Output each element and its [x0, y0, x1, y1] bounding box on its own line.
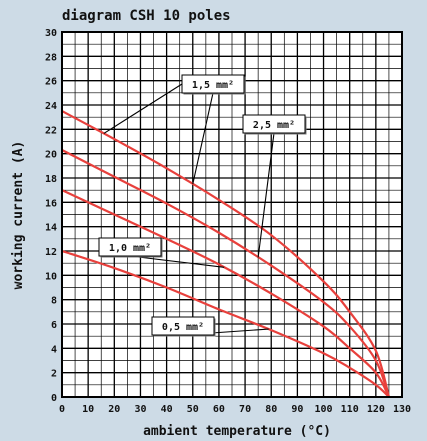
annotation-label: 2,5 mm²	[253, 120, 295, 131]
y-tick-label: 20	[45, 150, 57, 161]
x-tick-label: 100	[315, 404, 333, 415]
x-tick-label: 80	[265, 404, 277, 415]
x-tick-label: 90	[291, 404, 303, 415]
series-line-3	[61, 110, 390, 398]
plot-area: 1,5 mm² 2,5 mm² 1,0 mm² 0,5 mm²	[61, 31, 403, 398]
y-tick-label: 26	[45, 77, 57, 88]
annotation-label: 1,0 mm²	[109, 243, 151, 254]
annotation-leader	[103, 83, 183, 134]
y-tick-label: 12	[45, 247, 57, 258]
x-tick-label: 30	[134, 404, 146, 415]
annotation-box	[98, 237, 162, 257]
y-tick-label: 16	[45, 198, 57, 209]
series-line-1	[61, 189, 390, 398]
x-tick-label: 70	[239, 404, 251, 415]
y-tick-label: 0	[51, 393, 57, 404]
y-tick-label: 8	[51, 296, 57, 307]
y-tick-label: 28	[45, 52, 57, 63]
annotation-leader	[257, 132, 275, 258]
y-axis-label: working current (A)	[11, 141, 26, 290]
y-tick-label: 24	[45, 101, 57, 112]
annotation-layer: 1,5 mm² 2,5 mm² 1,0 mm² 0,5 mm²	[98, 74, 307, 337]
annotation-box	[242, 114, 306, 134]
y-tick-label: 10	[45, 271, 57, 282]
x-tick-label: 20	[108, 404, 120, 415]
annotation-leader	[192, 92, 214, 185]
annotation-label: 1,5 mm²	[192, 80, 234, 91]
plot-frame	[61, 31, 403, 398]
y-tick-label: 2	[51, 369, 57, 380]
annotation-box	[151, 316, 215, 336]
x-tick-label: 110	[341, 404, 359, 415]
chart-title: diagram CSH 10 poles	[62, 8, 231, 24]
x-tick-label: 130	[393, 404, 411, 415]
x-tick-label: 50	[187, 404, 199, 415]
x-axis-ticks: 0 10 20 30 40 50 60 70 80 90 100 110 120 130	[59, 404, 411, 415]
y-tick-label: 22	[45, 125, 57, 136]
x-tick-label: 120	[367, 404, 385, 415]
annotation-box	[181, 74, 245, 94]
x-tick-label: 40	[161, 404, 173, 415]
series-layer	[61, 110, 390, 398]
x-axis-label: ambient temperature (°C)	[143, 424, 331, 439]
y-tick-label: 18	[45, 174, 57, 185]
x-tick-label: 60	[213, 404, 225, 415]
series-line-0	[61, 249, 390, 398]
annotation-leader	[129, 255, 225, 268]
y-tick-label: 4	[51, 344, 57, 355]
y-tick-label: 6	[51, 320, 57, 331]
annotation-label: 0,5 mm²	[162, 322, 204, 333]
y-tick-label: 30	[45, 28, 57, 39]
y-tick-label: 14	[45, 223, 57, 234]
x-tick-label: 10	[82, 404, 94, 415]
x-tick-label: 0	[59, 404, 65, 415]
series-line-2	[61, 149, 390, 398]
